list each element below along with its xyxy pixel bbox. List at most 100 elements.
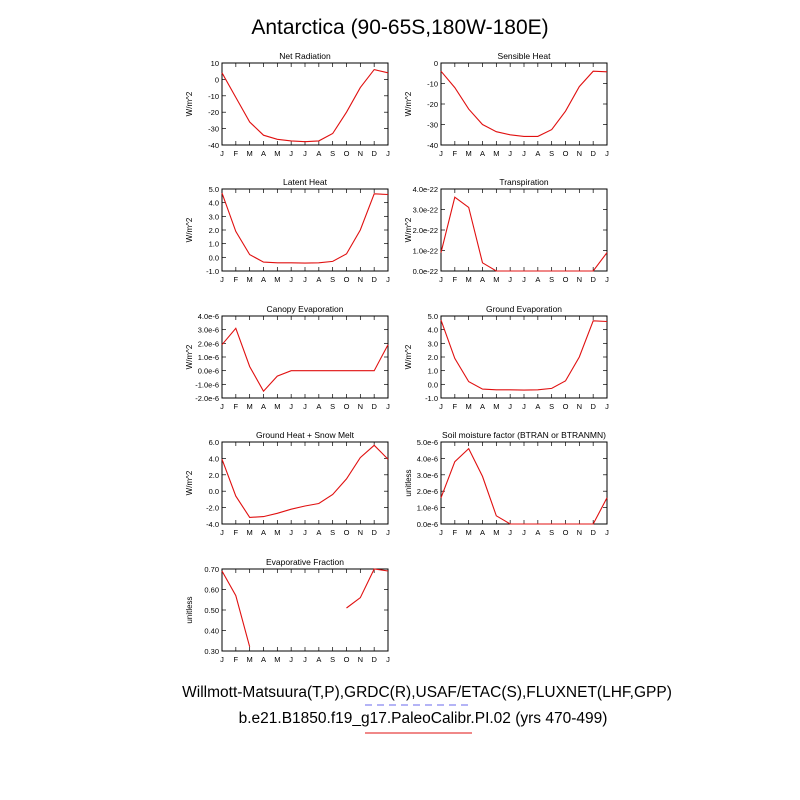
y-axis-label: W/m^2 <box>404 217 413 242</box>
plot-frame <box>221 62 389 146</box>
y-tick-label: 0.0e-22 <box>413 267 438 276</box>
x-tick-label: A <box>261 275 266 284</box>
x-tick-label: J <box>508 402 512 411</box>
y-tick-label: -2.0 <box>206 504 219 513</box>
x-tick-label: O <box>344 275 350 284</box>
x-tick-label: J <box>508 528 512 537</box>
y-tick-label: -4.0 <box>206 520 219 529</box>
y-tick-label: -2.0e-6 <box>195 394 219 403</box>
series-line <box>440 319 608 391</box>
x-tick-label: M <box>466 402 472 411</box>
y-tick-label: 4.0 <box>428 326 438 335</box>
x-tick-label: N <box>577 149 582 158</box>
plot-frame <box>221 441 389 525</box>
y-tick-label: -1.0e-6 <box>195 380 219 389</box>
x-tick-label: A <box>316 275 321 284</box>
series-line <box>221 192 389 264</box>
y-tick-label: 3.0e-6 <box>198 326 219 335</box>
x-tick-label: D <box>371 402 377 411</box>
y-tick-label: 1.0e-6 <box>198 353 219 362</box>
y-tick-label: 2.0e-6 <box>198 339 219 348</box>
y-tick-label: 0.0e-6 <box>198 367 219 376</box>
y-tick-label: 2.0e-22 <box>413 226 438 235</box>
y-tick-label: 0.50 <box>204 606 219 615</box>
y-tick-label: 3.0e-22 <box>413 206 438 215</box>
x-tick-label: F <box>453 275 458 284</box>
legend-obs-label: Willmott-Matsuura(T,P),GRDC(R),USAF/ETAC… <box>182 684 672 701</box>
series-line <box>221 327 389 393</box>
x-tick-label: J <box>386 149 390 158</box>
x-tick-label: F <box>234 275 239 284</box>
x-tick-label: O <box>344 528 350 537</box>
x-tick-label: A <box>261 149 266 158</box>
y-tick-label: 0 <box>434 59 438 68</box>
series-line <box>440 447 608 525</box>
x-tick-label: S <box>330 275 335 284</box>
x-tick-label: F <box>453 149 458 158</box>
x-tick-label: O <box>344 149 350 158</box>
plot-frame <box>440 441 608 525</box>
legend: Willmott-Matsuura(T,P),GRDC(R),USAF/ETAC… <box>182 684 672 734</box>
y-tick-label: 2.0 <box>209 471 219 480</box>
series-line <box>221 68 389 143</box>
x-tick-label: J <box>605 402 609 411</box>
y-tick-label: 4.0 <box>209 454 219 463</box>
x-tick-label: M <box>274 655 280 664</box>
y-tick-label: 3.0 <box>209 212 219 221</box>
x-tick-label: J <box>220 528 224 537</box>
y-tick-label: 3.0 <box>428 339 438 348</box>
x-tick-label: J <box>386 528 390 537</box>
y-tick-label: 1.0 <box>209 240 219 249</box>
x-tick-label: N <box>358 275 363 284</box>
x-tick-label: S <box>549 149 554 158</box>
series-line <box>440 196 608 272</box>
x-tick-label: N <box>577 402 582 411</box>
x-tick-label: M <box>493 402 499 411</box>
y-axis-label: unitless <box>185 596 194 623</box>
y-axis-label: unitless <box>404 469 413 496</box>
y-axis-label: W/m^2 <box>185 344 194 369</box>
y-tick-label: 2.0 <box>428 353 438 362</box>
x-tick-label: F <box>234 149 239 158</box>
x-tick-label: A <box>480 402 485 411</box>
legend-model-label: b.e21.B1850.f19_g17.PaleoCalibr.PI.02 (y… <box>239 710 608 727</box>
x-tick-label: O <box>344 402 350 411</box>
y-tick-label: 0.60 <box>204 586 219 595</box>
x-tick-label: J <box>303 655 307 664</box>
figure-title: Antarctica (90-65S,180W-180E) <box>251 16 548 39</box>
x-tick-label: F <box>234 402 239 411</box>
x-tick-label: S <box>549 402 554 411</box>
x-tick-label: A <box>480 528 485 537</box>
plot-frame <box>221 568 389 652</box>
y-tick-label: -10 <box>427 80 438 89</box>
y-axis-label: W/m^2 <box>404 91 413 116</box>
x-tick-label: D <box>371 528 377 537</box>
x-tick-label: J <box>605 275 609 284</box>
x-tick-label: M <box>247 528 253 537</box>
x-tick-label: O <box>563 275 569 284</box>
chart-title: Ground Evaporation <box>486 304 562 314</box>
x-tick-label: J <box>289 528 293 537</box>
plot-frame <box>440 62 608 146</box>
x-tick-label: J <box>220 402 224 411</box>
x-tick-label: J <box>522 402 526 411</box>
x-tick-label: M <box>466 528 472 537</box>
x-tick-label: J <box>439 149 443 158</box>
y-tick-label: 0.0e-6 <box>417 520 438 529</box>
x-tick-label: M <box>247 275 253 284</box>
x-tick-label: M <box>247 149 253 158</box>
x-tick-label: D <box>590 528 596 537</box>
x-tick-label: S <box>330 655 335 664</box>
x-tick-label: J <box>220 275 224 284</box>
x-tick-label: J <box>289 275 293 284</box>
x-tick-label: M <box>274 275 280 284</box>
y-tick-label: 4.0 <box>209 199 219 208</box>
chart-title: Transpiration <box>499 177 549 187</box>
x-tick-label: O <box>344 655 350 664</box>
x-tick-label: J <box>303 528 307 537</box>
